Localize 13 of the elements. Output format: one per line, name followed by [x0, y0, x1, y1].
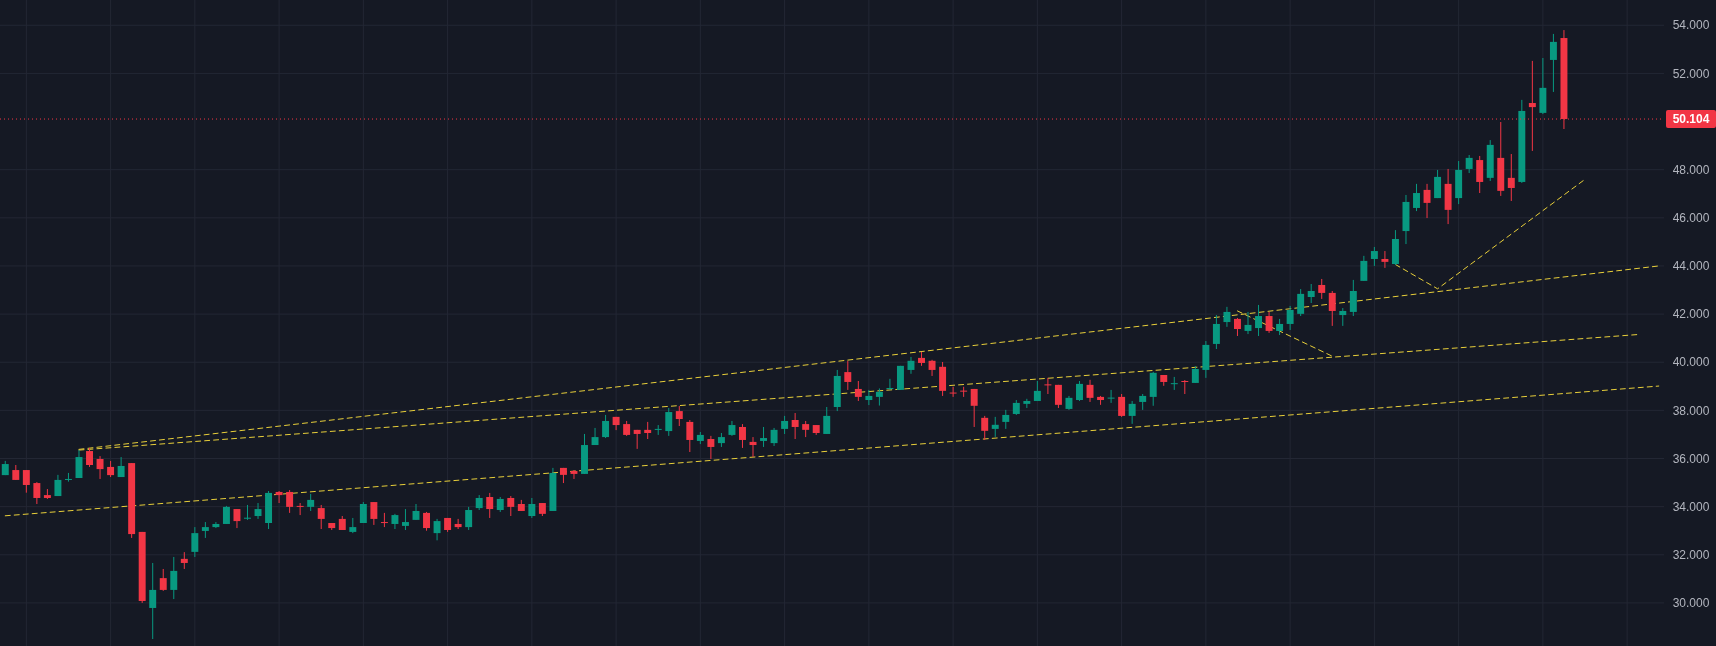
- y-tick-label: 36.000: [1672, 451, 1710, 466]
- y-tick-label: 34.000: [1672, 499, 1710, 514]
- y-tick-label: 52.000: [1672, 66, 1710, 81]
- y-tick-label: 44.000: [1672, 259, 1710, 274]
- y-tick-label: 30.000: [1672, 596, 1710, 611]
- y-tick-label: 46.000: [1672, 211, 1710, 226]
- y-tick-label: 54.000: [1672, 18, 1710, 33]
- y-tick-label: 40.000: [1672, 355, 1710, 370]
- y-tick-label: 48.000: [1672, 162, 1710, 177]
- ref-line-label: 50.104: [1672, 112, 1710, 127]
- y-tick-label: 32.000: [1672, 547, 1710, 562]
- y-tick-label: 42.000: [1672, 307, 1710, 322]
- y-tick-label: 38.000: [1672, 403, 1710, 418]
